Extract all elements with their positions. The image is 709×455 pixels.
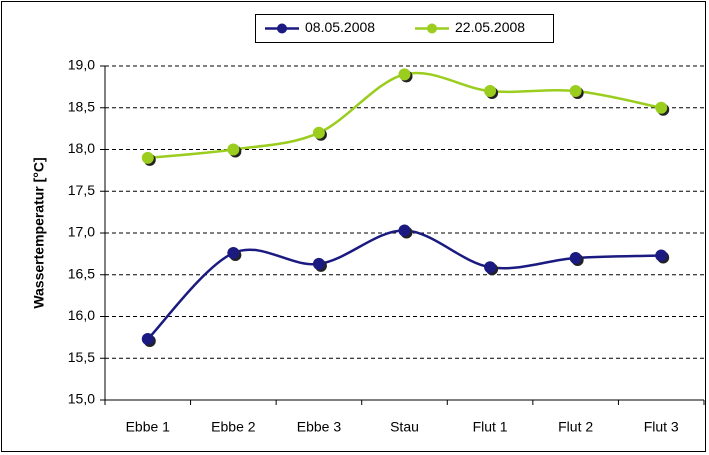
y-tick-label: 16,0 [68,307,95,323]
y-tick-label: 16,5 [68,265,95,281]
marker [398,224,411,237]
marker [484,261,497,274]
y-tick-label: 15,5 [68,349,95,365]
y-tick-label: 18,5 [68,98,95,114]
x-tick-label: Ebbe 2 [211,419,256,435]
marker [227,247,240,260]
marker [569,85,582,98]
marker [655,101,668,114]
y-axis-label: Wassertemperatur [°C] [31,157,47,308]
marker [227,143,240,156]
x-tick-label: Flut 3 [644,419,679,435]
x-tick-label: Ebbe 3 [297,419,342,435]
marker [569,252,582,265]
y-tick-label: 18,0 [68,140,95,156]
y-tick-label: 17,5 [68,182,95,198]
x-tick-label: Flut 1 [473,419,508,435]
y-tick-label: 17,0 [68,224,95,240]
x-tick-label: Stau [390,419,419,435]
y-tick-label: 15,0 [68,391,95,407]
marker [141,333,154,346]
x-tick-label: Ebbe 1 [126,419,171,435]
marker [312,257,325,270]
marker [398,68,411,81]
legend-marker [277,23,287,34]
legend-label: 08.05.2008 [305,19,375,35]
marker [484,85,497,98]
legend-marker [427,23,437,34]
marker [312,126,325,139]
legend-label: 22.05.2008 [455,19,525,35]
marker [655,249,668,262]
x-tick-label: Flut 2 [558,419,593,435]
marker [141,151,154,164]
legend-box [255,14,554,43]
y-tick-label: 19,0 [68,57,95,73]
